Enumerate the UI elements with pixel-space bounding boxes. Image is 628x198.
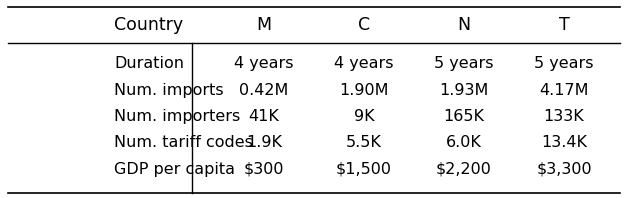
Text: 41K: 41K [249, 109, 279, 124]
Text: 5 years: 5 years [435, 56, 494, 71]
Text: 5 years: 5 years [534, 56, 594, 71]
Text: Num. imports: Num. imports [114, 83, 224, 98]
Text: 0.42M: 0.42M [239, 83, 289, 98]
Text: 1.93M: 1.93M [440, 83, 489, 98]
Text: 1.9K: 1.9K [246, 135, 282, 150]
Text: $1,500: $1,500 [336, 162, 392, 177]
Text: GDP per capita: GDP per capita [114, 162, 235, 177]
Text: 4.17M: 4.17M [539, 83, 589, 98]
Text: C: C [358, 16, 370, 34]
Text: T: T [559, 16, 570, 34]
Text: 4 years: 4 years [234, 56, 294, 71]
Text: Duration: Duration [114, 56, 184, 71]
Text: Num. importers: Num. importers [114, 109, 240, 124]
Text: $300: $300 [244, 162, 284, 177]
Text: N: N [457, 16, 470, 34]
Text: $2,200: $2,200 [436, 162, 492, 177]
Text: 13.4K: 13.4K [541, 135, 587, 150]
Text: 1.90M: 1.90M [339, 83, 389, 98]
Text: 133K: 133K [544, 109, 585, 124]
Text: 4 years: 4 years [334, 56, 394, 71]
Text: 9K: 9K [354, 109, 374, 124]
Text: 6.0K: 6.0K [446, 135, 482, 150]
Text: Num. tariff codes: Num. tariff codes [114, 135, 253, 150]
Text: $3,300: $3,300 [536, 162, 592, 177]
Text: Country: Country [114, 16, 183, 34]
Text: M: M [256, 16, 271, 34]
Text: 165K: 165K [443, 109, 485, 124]
Text: 5.5K: 5.5K [346, 135, 382, 150]
